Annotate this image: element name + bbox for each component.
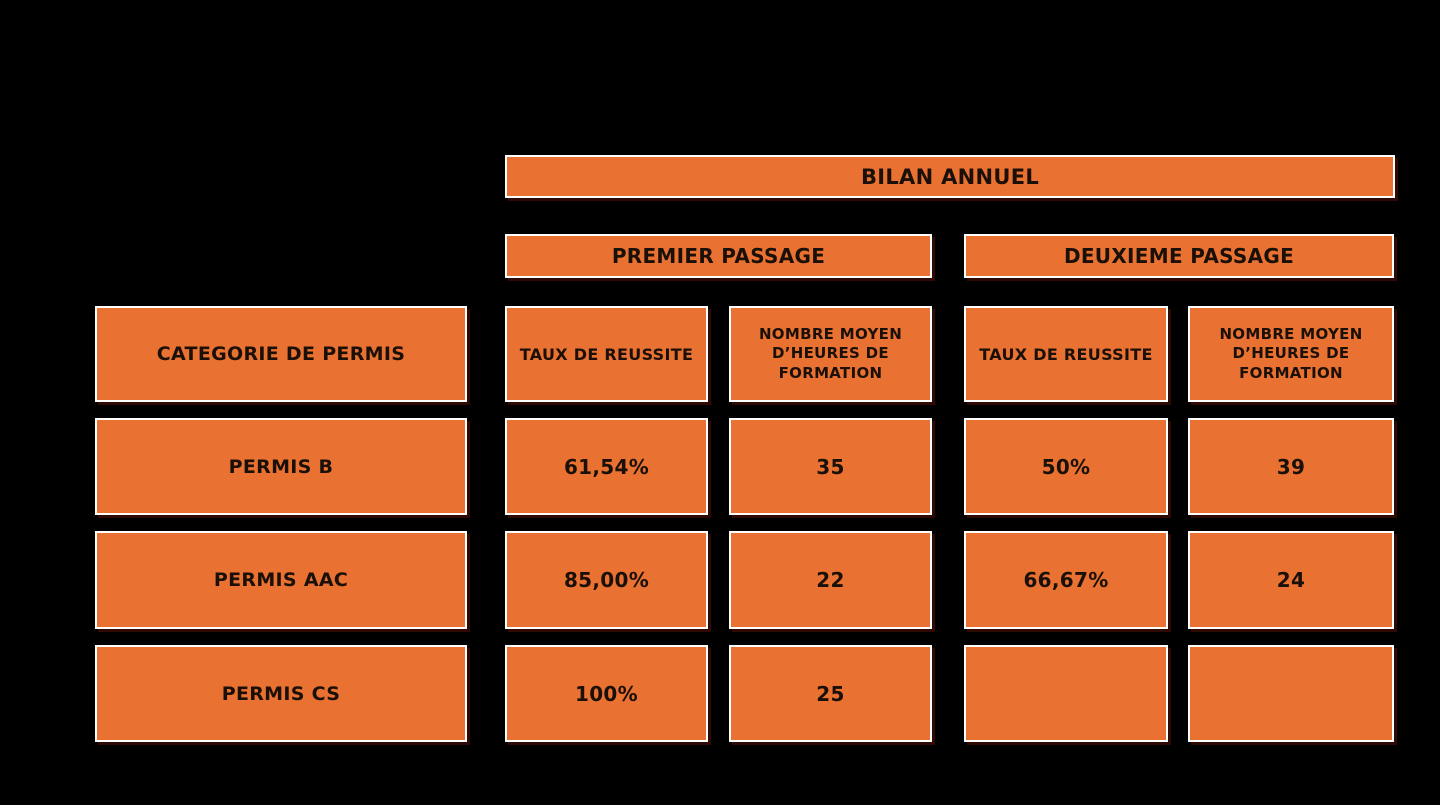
- cell-permis-cs-heures-premier: 25: [729, 645, 932, 742]
- column-header-nombre-heures-premier: NOMBRE MOYEN D’HEURES DE FORMATION: [729, 306, 932, 402]
- cell-permis-aac-heures-premier: 22: [729, 531, 932, 629]
- row-label-permis-aac: PERMIS AAC: [95, 531, 467, 629]
- cell-permis-b-heures-premier: 35: [729, 418, 932, 515]
- column-header-nombre-heures-deuxieme: NOMBRE MOYEN D’HEURES DE FORMATION: [1188, 306, 1394, 402]
- row-label-permis-b: PERMIS B: [95, 418, 467, 515]
- cell-permis-aac-heures-deuxieme: 24: [1188, 531, 1394, 629]
- table-title: BILAN ANNUEL: [505, 155, 1395, 198]
- cell-permis-b-taux-deuxieme: 50%: [964, 418, 1168, 515]
- column-header-taux-de-reussite-deuxieme: TAUX DE REUSSITE: [964, 306, 1168, 402]
- cell-permis-aac-taux-premier: 85,00%: [505, 531, 708, 629]
- cell-permis-cs-taux-deuxieme: [964, 645, 1168, 742]
- cell-permis-aac-taux-deuxieme: 66,67%: [964, 531, 1168, 629]
- group-header-deuxieme-passage: DEUXIEME PASSAGE: [964, 234, 1394, 278]
- cell-permis-b-heures-deuxieme: 39: [1188, 418, 1394, 515]
- cell-permis-cs-heures-deuxieme: [1188, 645, 1394, 742]
- group-header-premier-passage: PREMIER PASSAGE: [505, 234, 932, 278]
- cell-permis-b-taux-premier: 61,54%: [505, 418, 708, 515]
- column-header-categorie-de-permis: CATEGORIE DE PERMIS: [95, 306, 467, 402]
- cell-permis-cs-taux-premier: 100%: [505, 645, 708, 742]
- row-label-permis-cs: PERMIS CS: [95, 645, 467, 742]
- column-header-taux-de-reussite-premier: TAUX DE REUSSITE: [505, 306, 708, 402]
